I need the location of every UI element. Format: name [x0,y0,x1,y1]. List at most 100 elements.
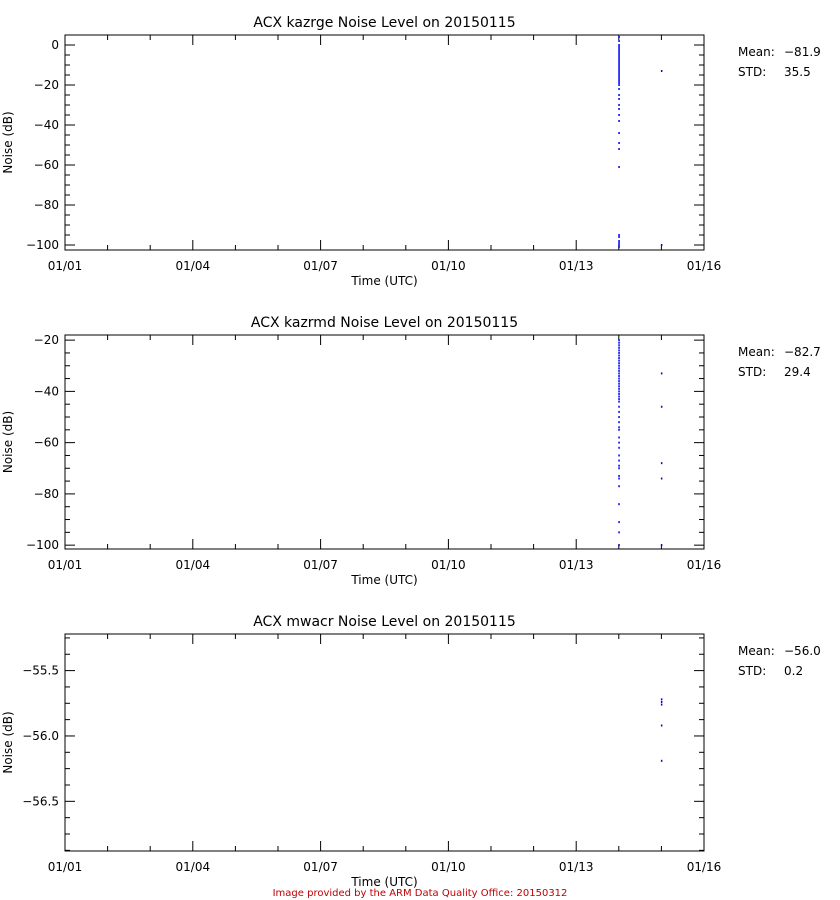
data-point [618,375,620,378]
x-tick-label: 01/16 [687,860,722,874]
data-point [618,387,620,390]
y-tick-label: −55.5 [22,664,59,678]
x-axis-label: Time (UTC) [350,573,417,587]
data-point [660,698,663,701]
data-point [618,132,620,134]
data-point [618,166,620,168]
std-value: 0.2 [784,664,803,678]
data-point [618,64,620,66]
std-value: 35.5 [784,65,811,79]
data-point [618,362,620,365]
data-point [618,364,620,367]
data-point [618,344,620,347]
data-point [618,351,620,354]
data-point [618,377,620,380]
data-point [618,398,620,401]
x-tick-label: 01/13 [559,259,594,273]
data-point [618,94,620,96]
y-tick-label: −40 [34,384,59,398]
data-point [618,56,620,58]
x-tick-label: 01/04 [176,558,211,572]
y-tick-label: −56.0 [22,729,59,743]
data-point [618,544,620,547]
data-point [660,70,663,72]
data-point [618,76,620,78]
data-point [618,354,620,357]
data-point [618,62,620,64]
x-tick-label: 01/07 [303,259,338,273]
data-point [618,236,620,238]
data-point [618,349,620,352]
data-point [618,341,620,344]
plot-frame [64,34,705,251]
data-point [618,244,620,246]
x-tick-label: 01/07 [303,558,338,572]
std-label: STD: [738,365,766,379]
y-tick-label: −80 [34,198,59,212]
y-tick-label: −80 [34,487,59,501]
data-point [618,357,620,360]
data-point [618,346,620,349]
data-point [618,400,620,403]
data-point [618,242,620,244]
data-point [618,72,620,74]
data-point [618,108,620,110]
data-point [618,48,620,50]
data-point [618,459,620,462]
data-point [618,359,620,362]
data-point [618,390,620,393]
y-axis-label: Noise (dB) [1,111,15,173]
data-point [618,60,620,62]
data-point [618,395,620,398]
data-point [618,392,620,395]
data-point [618,98,620,100]
x-tick-label: 01/01 [48,860,83,874]
data-point [618,148,620,150]
data-point [618,446,620,449]
data-point [618,246,620,248]
x-tick-label: 01/13 [559,558,594,572]
data-point [660,477,663,480]
x-tick-label: 01/01 [48,259,83,273]
data-point [618,416,620,419]
std-label: STD: [738,664,766,678]
data-point [660,759,663,762]
x-tick-label: 01/13 [559,860,594,874]
y-axis-label: Noise (dB) [1,411,15,473]
chart-title: ACX kazrmd Noise Level on 20150115 [251,315,518,331]
data-point [618,485,620,488]
y-tick-label: −20 [34,333,59,347]
data-point [660,405,663,408]
x-tick-label: 01/10 [431,860,466,874]
y-axis-label: Noise (dB) [1,711,15,773]
std-label: STD: [738,65,766,79]
y-tick-label: −100 [26,538,59,552]
data-point [618,240,620,242]
data-point [618,54,620,56]
mean-value: −81.9 [784,45,821,59]
data-point [618,234,620,236]
plot-frame [64,334,705,550]
x-tick-label: 01/10 [431,558,466,572]
mean-label: Mean: [738,345,775,359]
data-point [618,477,620,480]
x-axis-label: Time (UTC) [350,875,417,889]
chart-panel-2: ACX kazrmd Noise Level on 20150115 01/01 0… [1,315,821,587]
chart-panel-1: ACX kazrge Noise Level on 20150115 01/01 0… [1,15,821,288]
data-point [618,40,620,42]
data-point [618,410,620,413]
data-point [618,382,620,385]
data-point [618,464,620,467]
std-value: 29.4 [784,365,811,379]
y-tick-label: −20 [34,78,59,92]
data-point [618,74,620,76]
chart-title: ACX kazrge Noise Level on 20150115 [253,15,515,31]
x-tick-label: 01/16 [687,558,722,572]
data-point [618,474,620,477]
data-point [660,700,663,703]
data-point [618,521,620,524]
x-tick-label: 01/16 [687,259,722,273]
data-point [618,88,620,90]
data-point [618,50,620,52]
x-axis-label: Time (UTC) [350,274,417,288]
